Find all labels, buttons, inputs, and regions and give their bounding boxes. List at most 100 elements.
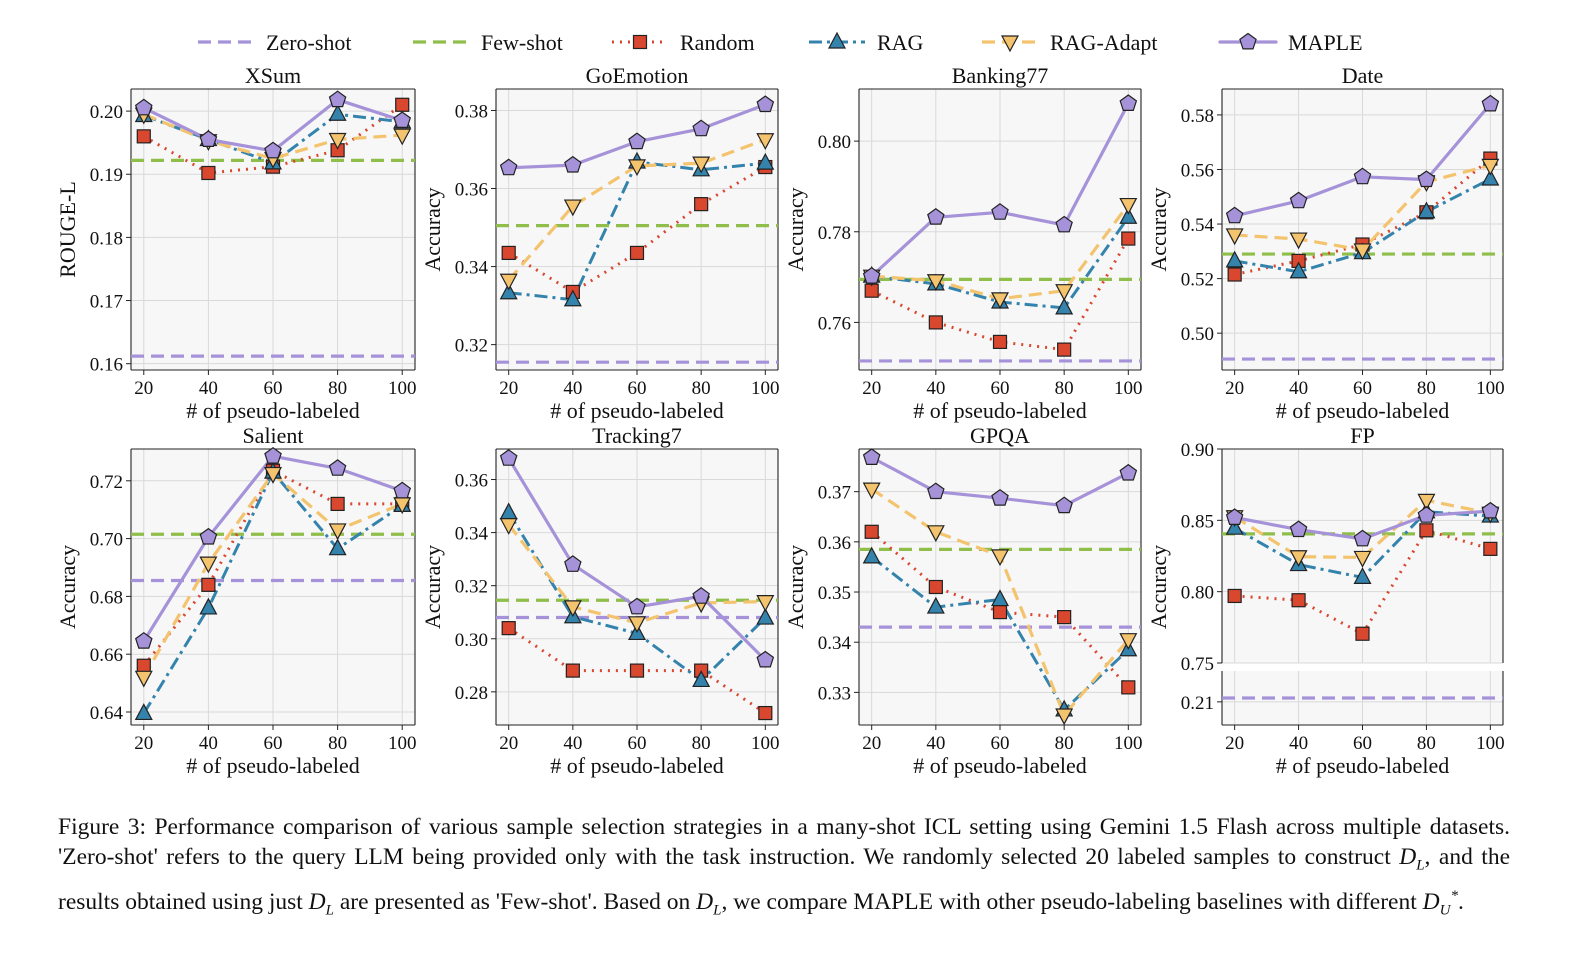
data-point-random (1121, 231, 1136, 246)
y-tick-label: 0.70 (90, 530, 123, 551)
y-tick-label: 0.35 (818, 583, 851, 604)
x-tick-label: 80 (1055, 378, 1074, 399)
chart-title: Salient (242, 423, 303, 448)
data-point-rag (926, 596, 945, 614)
data-point-rag (1119, 206, 1138, 224)
x-tick-label: 100 (751, 733, 780, 754)
x-axis-label: # of pseudo-labeled (550, 398, 724, 423)
data-point-rag-adapt (134, 670, 153, 688)
data-point-rag-adapt (1353, 550, 1372, 568)
y-tick-label: 0.37 (818, 483, 851, 504)
caption-superscript: * (1450, 887, 1458, 904)
chart-panel-gpqa: 0.33 0.34 0.35 0.36 0.37 20 40 60 80 100 GPQA # of … (783, 423, 1143, 778)
data-point-maple (199, 527, 218, 545)
chart-title: FP (1350, 423, 1374, 448)
data-point-maple (1353, 167, 1372, 185)
data-point-rag-adapt (393, 128, 412, 146)
y-tick-label: 0.36 (455, 471, 488, 492)
data-point-rag (1289, 261, 1308, 279)
legend-item: RAG (809, 30, 924, 55)
data-point-maple (1417, 506, 1436, 523)
data-point-random (992, 604, 1008, 620)
data-point-random (928, 579, 943, 595)
x-tick-label: 80 (328, 733, 347, 754)
data-point-random (136, 129, 151, 144)
data-point-random (1419, 523, 1434, 538)
data-point-maple (499, 158, 518, 176)
x-tick-label: 40 (563, 378, 582, 399)
data-point-random (201, 577, 216, 592)
chart-panel-tracking7: 0.28 0.30 0.32 0.34 0.36 20 40 60 80 100 Tracking7… (420, 423, 780, 778)
data-point-maple (264, 141, 282, 159)
chart-title: GoEmotion (586, 63, 689, 88)
caption-subscript: L (325, 902, 334, 919)
x-axis-label: # of pseudo-labeled (550, 753, 724, 778)
x-tick-label: 100 (388, 378, 417, 399)
data-point-rag-adapt (862, 482, 881, 500)
data-point-rag-adapt (1055, 708, 1074, 726)
legend-label: Zero-shot (266, 30, 352, 55)
data-point-maple (1225, 508, 1244, 526)
data-point-random (1057, 610, 1072, 625)
x-tick-label: 20 (862, 378, 881, 399)
data-point-rag-adapt (926, 274, 945, 291)
data-point-random (1483, 541, 1498, 556)
chart-panel-goemotion: 0.32 0.34 0.36 0.38 20 40 60 80 100 GoEmotion # of… (420, 63, 780, 423)
caption-symbol: D (1422, 888, 1440, 915)
y-tick-label: 0.75 (1181, 654, 1214, 675)
data-point-maple (1055, 496, 1073, 514)
data-point-rag-adapt (1119, 633, 1138, 650)
data-point-random (136, 658, 151, 673)
y-tick-label: 0.34 (455, 524, 489, 545)
x-tick-label: 20 (1225, 733, 1244, 754)
legend-label: Random (680, 30, 755, 55)
data-point-rag (134, 703, 153, 721)
caption-subscript: L (713, 902, 722, 919)
x-tick-label: 60 (991, 378, 1010, 399)
y-tick-label: 0.21 (1181, 693, 1214, 714)
x-axis-label: # of pseudo-labeled (1276, 753, 1450, 778)
caption-subscript: L (1416, 857, 1425, 874)
data-point-rag-adapt (563, 600, 582, 618)
data-point-maple (628, 597, 646, 615)
x-axis-label: # of pseudo-labeled (1276, 398, 1450, 423)
x-tick-label: 20 (1225, 378, 1244, 399)
x-tick-label: 40 (1289, 378, 1308, 399)
data-point-maple (692, 119, 710, 137)
chart-title: Tracking7 (592, 423, 682, 448)
data-point-maple (1119, 463, 1138, 481)
x-tick-label: 100 (1114, 378, 1143, 399)
data-point-rag-adapt (692, 156, 711, 174)
x-axis-label: # of pseudo-labeled (186, 398, 360, 423)
x-tick-label: 40 (1289, 733, 1308, 754)
data-point-rag-adapt (499, 273, 518, 291)
x-tick-label: 20 (499, 733, 518, 754)
y-axis-label: Accuracy (783, 545, 808, 629)
data-point-rag (499, 282, 518, 300)
data-point-maple (1481, 94, 1500, 112)
x-tick-label: 60 (1353, 733, 1372, 754)
data-point-rag-adapt (1225, 228, 1244, 246)
data-point-maple (199, 130, 218, 147)
caption-part1: Figure 3: Performance comparison of vari… (58, 814, 1510, 870)
y-axis-label: Accuracy (783, 187, 808, 271)
data-point-rag (991, 589, 1009, 607)
data-point-rag-adapt (328, 132, 347, 150)
chart-title: Date (1342, 63, 1384, 88)
data-point-rag-adapt (991, 292, 1009, 310)
y-tick-label: 0.56 (1181, 160, 1214, 181)
chart-title: XSum (245, 63, 301, 88)
legend-label: RAG (877, 30, 924, 55)
chart-legend: Zero-shot Few-shot Random RAG RAG-Adapt MAPLE (198, 30, 1363, 55)
data-point-random (1227, 267, 1242, 282)
series-line-rag (142, 470, 404, 715)
caption-subscript: U (1439, 902, 1451, 919)
x-tick-label: 40 (926, 733, 945, 754)
x-tick-label: 60 (264, 733, 283, 754)
data-point-rag-adapt (628, 159, 646, 177)
figure-caption: Figure 3: Performance comparison of vari… (58, 812, 1510, 925)
y-tick-label: 0.54 (1181, 215, 1215, 236)
data-point-rag-adapt (1119, 197, 1138, 215)
data-point-random (758, 705, 773, 721)
y-tick-label: 0.90 (1181, 440, 1214, 461)
